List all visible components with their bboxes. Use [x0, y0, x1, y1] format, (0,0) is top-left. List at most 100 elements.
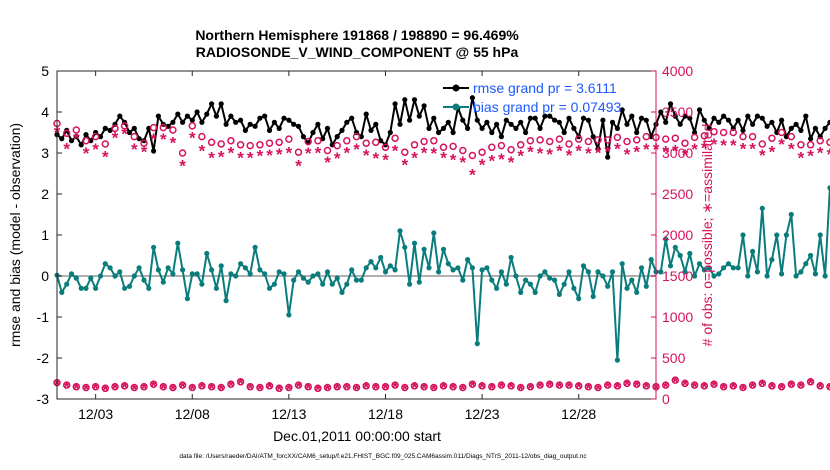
obs-assimilated-marker: * — [537, 378, 544, 397]
rmse-point — [590, 134, 596, 140]
rmse-point — [638, 115, 645, 121]
bias-point — [764, 273, 770, 279]
obs-possible-marker — [91, 132, 100, 141]
rmse-point — [754, 113, 761, 119]
obs-possible-marker — [613, 382, 622, 390]
obs-possible-marker — [526, 136, 535, 145]
obs-possible-marker — [700, 382, 709, 390]
rmse-point — [566, 115, 572, 121]
bias-point — [658, 269, 664, 275]
obs-assimilated-marker: * — [363, 379, 370, 398]
obs-possible-marker — [439, 143, 448, 152]
rmse-point — [373, 121, 379, 127]
obs-possible-marker — [62, 381, 71, 389]
bias-point — [223, 298, 229, 304]
rmse-point — [595, 146, 601, 152]
obs-assimilated-marker: * — [517, 147, 524, 166]
obs-assimilated-marker: * — [73, 380, 80, 399]
obs-assimilated-marker: * — [817, 143, 824, 162]
obs-possible-marker — [632, 380, 641, 388]
obs-possible-marker — [227, 380, 235, 388]
bias-point — [547, 275, 553, 281]
bias-point — [619, 261, 625, 267]
obs-possible-marker — [681, 139, 689, 147]
rmse-point — [460, 117, 466, 123]
obs-assimilated-marker: * — [295, 378, 302, 397]
bias-point — [421, 246, 427, 252]
rmse-point — [498, 134, 504, 140]
bias-point — [798, 269, 804, 275]
rmse-point — [484, 119, 490, 125]
bias-point — [170, 271, 176, 277]
obs-assimilated-marker: * — [92, 140, 99, 159]
bias-point — [426, 265, 432, 271]
obs-assimilated-marker: * — [150, 377, 157, 396]
obs-possible-marker — [719, 128, 728, 137]
obs-possible-marker — [642, 132, 651, 141]
obs-possible-marker — [130, 383, 139, 392]
bias-point — [701, 267, 707, 273]
obs-possible-marker — [111, 124, 119, 133]
obs-possible-marker — [333, 382, 341, 391]
obs-assimilated-marker: * — [682, 376, 689, 395]
bias-point — [783, 232, 790, 238]
obs-possible-marker — [459, 383, 467, 392]
obs-possible-marker — [516, 383, 525, 392]
bias-point — [373, 265, 379, 271]
obs-possible-marker — [623, 379, 631, 388]
rmse-point — [78, 142, 84, 148]
obs-possible-marker — [159, 382, 168, 391]
bias-point — [523, 277, 529, 283]
obs-assimilated-marker: * — [305, 380, 312, 399]
rmse-point — [445, 119, 451, 125]
rmse-point — [257, 115, 263, 121]
obs-assimilated-marker: * — [102, 148, 109, 167]
bias-point — [503, 281, 509, 287]
rmse-point — [783, 134, 790, 140]
rmse-point — [426, 125, 432, 131]
obs-assimilated-marker: * — [508, 153, 515, 172]
rmse-point — [479, 125, 485, 131]
bias-point — [812, 271, 819, 277]
bias-point — [378, 254, 384, 261]
obs-assimilated-marker: * — [63, 139, 70, 158]
obs-assimilated-marker: * — [459, 153, 466, 172]
obs-assimilated-marker: * — [208, 380, 215, 399]
legend-marker-rmse — [452, 84, 460, 92]
bias-point — [339, 289, 345, 295]
obs-possible-marker — [468, 380, 477, 388]
bias-point — [247, 271, 253, 277]
rmse-point — [411, 97, 418, 103]
bias-point — [117, 269, 123, 275]
bias-point — [532, 289, 538, 295]
obs-assimilated-marker: * — [324, 380, 331, 399]
rmse-point — [682, 113, 688, 119]
obs-assimilated-marker: * — [121, 125, 128, 144]
obs-possible-marker — [710, 380, 718, 388]
y-axis-label-left: rmse and bias (model - observation) — [7, 123, 23, 347]
obs-assimilated-marker: * — [199, 379, 206, 398]
obs-assimilated-marker: * — [121, 379, 128, 398]
bias-point — [455, 265, 461, 271]
legend-label-bias: bias grand pr = 0.07493 — [473, 99, 621, 115]
obs-assimilated-marker: * — [392, 378, 399, 397]
bias-point — [643, 283, 649, 289]
obs-assimilated-marker: * — [228, 377, 235, 396]
rmse-point — [513, 125, 519, 131]
obs-assimilated-marker: * — [488, 380, 495, 399]
rmse-point — [440, 125, 447, 131]
bias-point — [242, 265, 248, 271]
obs-assimilated-marker: * — [343, 143, 350, 162]
bias-point — [315, 271, 321, 277]
bias-point — [199, 281, 205, 287]
bias-point — [716, 271, 722, 277]
rmse-point — [73, 134, 79, 140]
y-tick-label-right: 500 — [662, 350, 686, 366]
bias-point — [73, 275, 79, 281]
rmse-point — [687, 115, 693, 121]
rmse-point — [605, 154, 611, 160]
obs-possible-marker — [72, 126, 81, 134]
obs-possible-marker — [372, 382, 380, 391]
bias-point — [88, 275, 94, 281]
rmse-point — [706, 125, 712, 131]
